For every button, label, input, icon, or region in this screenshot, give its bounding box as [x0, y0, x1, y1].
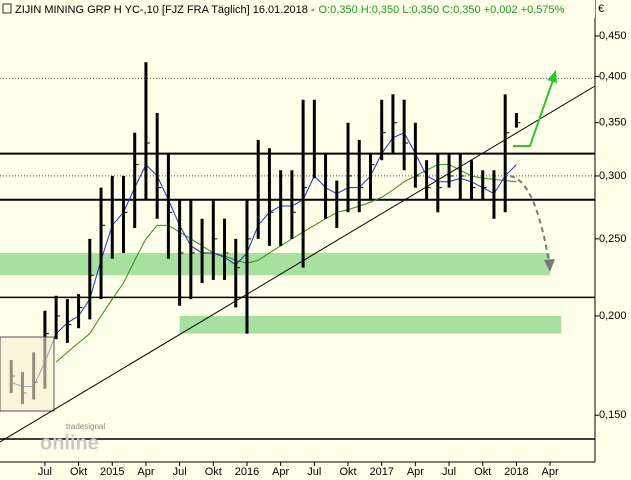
up-arrow-head — [547, 70, 557, 83]
x-tick-label: Jul — [442, 466, 456, 478]
x-tick-label: Okt — [339, 466, 356, 478]
x-tick-label: Okt — [205, 466, 222, 478]
down-arrow — [509, 175, 550, 263]
slow-moving-average — [55, 164, 517, 363]
chart-title: ZIJIN MINING GRP H YC-,10 [FJZ FRA Tägli… — [15, 4, 315, 16]
x-tick-label: 2016 — [235, 466, 259, 478]
x-tick-label: 2018 — [504, 466, 528, 478]
x-tick-label: Jul — [38, 466, 52, 478]
x-tick-label: 2015 — [100, 466, 124, 478]
trend-line — [0, 85, 596, 443]
plot-area — [0, 62, 595, 440]
x-tick-label: Jul — [307, 466, 321, 478]
quote: O:0,350 H:0,350 L:0,350 C:0,350 +0,002 +… — [319, 4, 565, 16]
x-tick-label: 2017 — [369, 466, 393, 478]
y-tick-label: 0,400 — [599, 71, 627, 83]
x-tick-label: Jul — [173, 466, 187, 478]
down-arrow-head — [544, 259, 555, 272]
y-axis-area — [595, 0, 631, 480]
x-tick-label: Apr — [542, 466, 559, 478]
y-tick-label: 0,300 — [599, 170, 627, 182]
up-arrow — [513, 79, 554, 147]
support-zone — [0, 252, 551, 276]
x-tick-label: Okt — [474, 466, 491, 478]
y-tick-label: 0,150 — [599, 409, 627, 421]
fast-moving-average — [11, 132, 517, 388]
highlight-box — [0, 336, 55, 412]
y-tick-label: 0,250 — [599, 233, 627, 245]
x-tick-label: Apr — [137, 466, 154, 478]
x-tick-label: Okt — [70, 466, 87, 478]
support-zone — [179, 315, 562, 334]
y-tick-label: 0,350 — [599, 117, 627, 129]
y-tick-label: 0,450 — [599, 30, 627, 42]
watermark-small: tradesignal — [66, 422, 105, 431]
currency: € — [598, 3, 604, 15]
x-tick-label: Apr — [272, 466, 289, 478]
title-icon — [2, 3, 12, 14]
x-tick-label: Apr — [407, 466, 424, 478]
title-bar — [0, 0, 595, 18]
y-tick-label: 0,200 — [599, 310, 627, 322]
watermark-logo: online — [40, 432, 99, 454]
x-axis-area — [0, 462, 631, 480]
